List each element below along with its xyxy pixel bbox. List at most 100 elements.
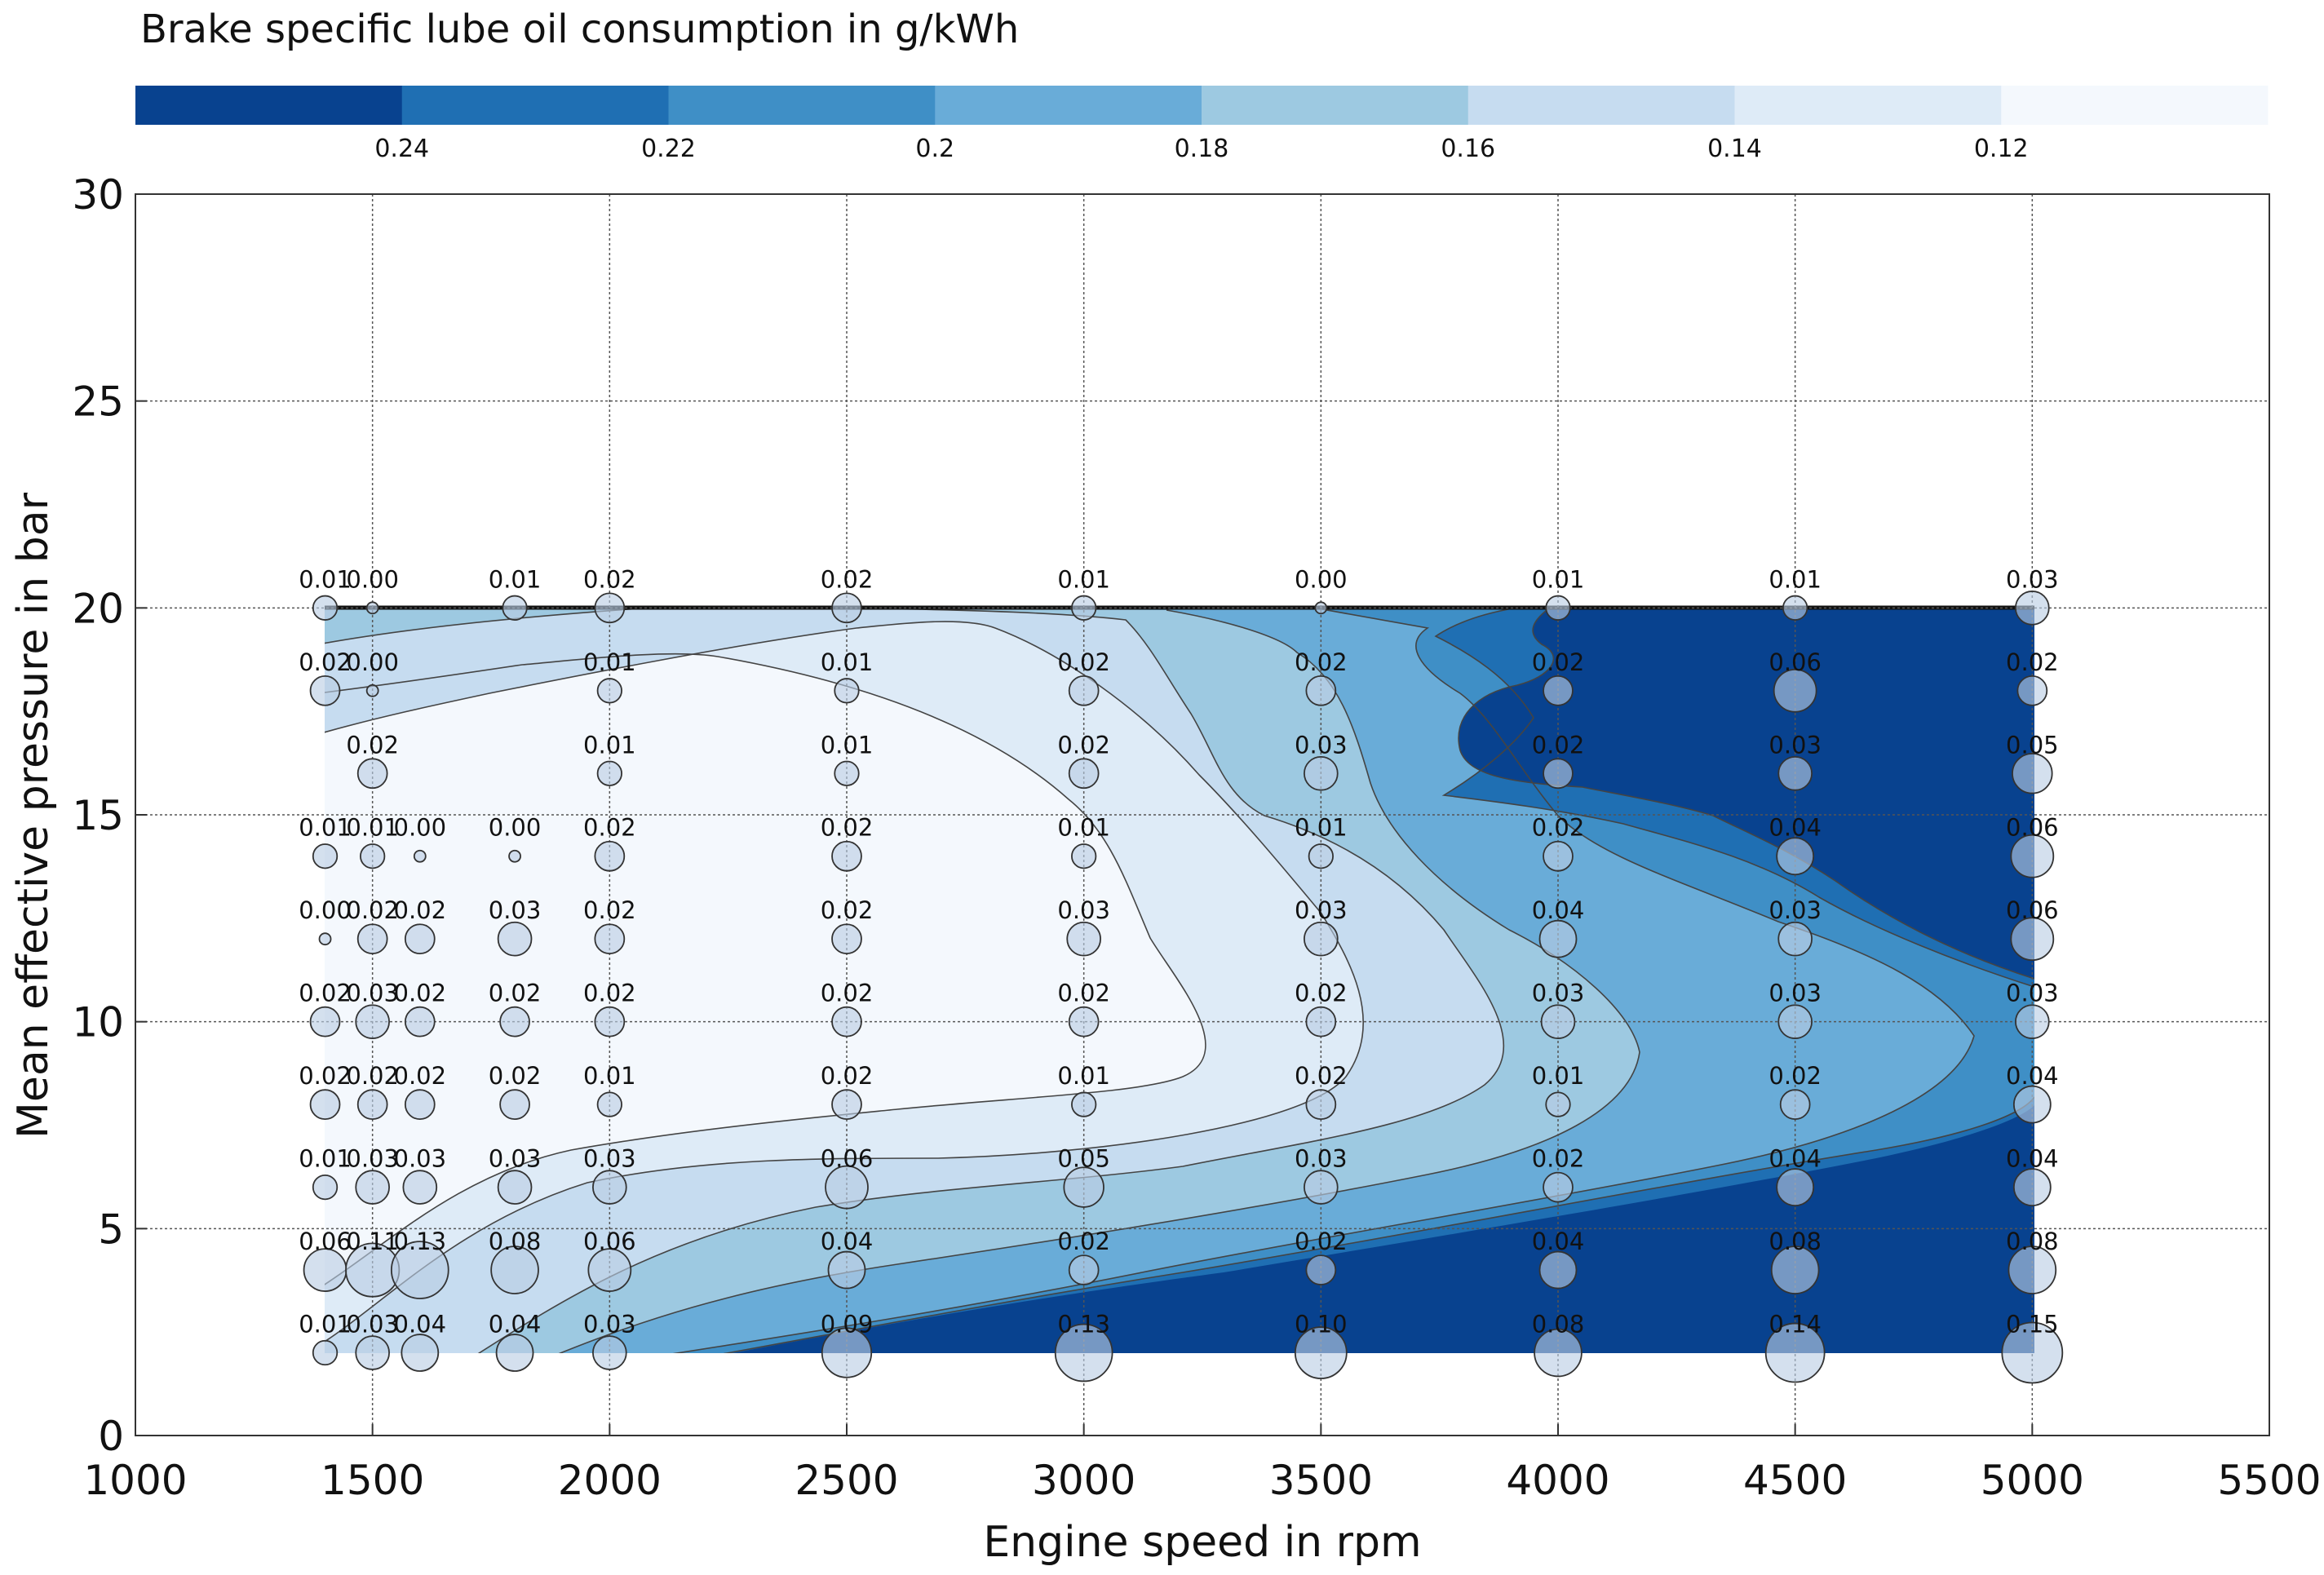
- bubble-value-label: 0.02: [1295, 1062, 1348, 1090]
- bubble-value-label: 0.02: [1057, 731, 1110, 759]
- bubble-point: [831, 592, 862, 624]
- bubble-point: [360, 843, 386, 869]
- y-tick-label: 15: [72, 792, 124, 839]
- colorbar: [135, 86, 2269, 125]
- bubble-point: [1777, 1004, 1813, 1039]
- bubble-point: [355, 1170, 390, 1205]
- bubble-point: [2012, 753, 2053, 794]
- bubble-point: [1777, 921, 1813, 957]
- bubble-value-label: 0.02: [583, 896, 636, 924]
- x-tick-label: 1500: [321, 1457, 424, 1504]
- bubble-value-label: 0.03: [346, 1145, 399, 1173]
- bubble-point: [1776, 837, 1815, 876]
- bubble-point: [390, 1241, 449, 1299]
- bubble-point: [587, 1248, 632, 1292]
- bubble-point: [2015, 1004, 2050, 1039]
- x-axis-ticks: 1000 1500 2000 2500 3000 3500 4000 4500 5000 5500: [83, 1424, 2322, 1504]
- bubble-value-label: 0.05: [2006, 731, 2059, 759]
- bubble-value-label: 0.01: [489, 565, 542, 593]
- bubble-value-label: 0.02: [2006, 648, 2059, 676]
- bubble-value-label: 0.02: [583, 980, 636, 1007]
- bubble-point: [309, 1089, 341, 1120]
- bubble-value-label: 0.01: [1057, 1062, 1110, 1090]
- bubble-point: [1545, 595, 1571, 621]
- bubble-value-label: 0.02: [489, 1062, 542, 1090]
- bubble-value-label: 0.03: [489, 1145, 542, 1173]
- colorbar-segment: [668, 86, 936, 125]
- bubble-value-label: 0.02: [1532, 731, 1585, 759]
- bubble-point: [497, 921, 533, 957]
- x-tick-label: 1000: [83, 1457, 187, 1504]
- bubble-point: [2012, 1168, 2052, 1206]
- bubble-point: [2015, 591, 2050, 626]
- y-axis-ticks: 0 5 10 15 20 25 30: [72, 171, 147, 1460]
- y-tick-label: 20: [72, 585, 124, 632]
- x-tick-label: 5000: [1981, 1457, 2084, 1504]
- bubble-point: [594, 592, 626, 624]
- bubble-point: [1305, 1006, 1337, 1037]
- bubble-value-label: 0.02: [346, 896, 399, 924]
- colorbar-tick-label: 0.18: [1175, 135, 1229, 163]
- bubble-point: [1304, 921, 1339, 957]
- bubble-value-label: 0.04: [1532, 896, 1585, 924]
- bubble-value-label: 0.04: [1768, 814, 1822, 842]
- y-axis-label: Mean effective pressure in bar: [9, 492, 58, 1139]
- bubble-point: [1071, 1091, 1097, 1117]
- colorbar-ticks: 0.24 0.22 0.2 0.18 0.16 0.14 0.12: [374, 135, 2028, 163]
- bubble-value-label: 0.02: [299, 980, 352, 1007]
- bubble-point: [1764, 1322, 1826, 1383]
- bubble-point: [1773, 668, 1817, 713]
- contour-line-0.22: [723, 608, 2034, 1353]
- colorbar-segment: [135, 86, 403, 125]
- bubble-point: [401, 1334, 440, 1372]
- bubble-point: [831, 840, 862, 872]
- bubble-value-label: 0.03: [1057, 896, 1110, 924]
- bubble-point: [508, 849, 521, 863]
- bubble-value-label: 0.01: [299, 1145, 352, 1173]
- bubble-value-label: 0.05: [1057, 1145, 1110, 1173]
- bubble-point: [596, 678, 622, 704]
- bubble-value-label: 0.02: [1057, 980, 1110, 1007]
- bubble-value-label: 0.04: [2006, 1062, 2059, 1090]
- bubble-point: [2007, 1245, 2057, 1294]
- bubble-point: [497, 1170, 533, 1205]
- bubble-point: [490, 1245, 539, 1294]
- bubble-value-label: 0.00: [346, 648, 399, 676]
- bubble-value-label: 0.04: [1768, 1145, 1822, 1173]
- bubble-value-label: 0.01: [1295, 814, 1348, 842]
- bubble-value-label: 0.00: [394, 814, 447, 842]
- bubble-point: [831, 1089, 862, 1120]
- bubble-point: [356, 923, 388, 955]
- bubble-value-label: 0.02: [1768, 1062, 1822, 1090]
- bubble-value-label: 0.01: [1768, 565, 1822, 593]
- bubble-value-label: 0.06: [583, 1228, 636, 1255]
- bubble-point: [1294, 1326, 1348, 1379]
- bubble-value-label: 0.03: [346, 980, 399, 1007]
- colorbar-tick-label: 0.2: [915, 135, 954, 163]
- bubble-value-label: 0.03: [1295, 896, 1348, 924]
- bubble-value-label: 0.03: [583, 1145, 636, 1173]
- bubble-value-label: 0.14: [1768, 1311, 1822, 1338]
- colorbar-tick-label: 0.16: [1441, 135, 1495, 163]
- bubble-point: [1534, 1328, 1583, 1378]
- bubble-point: [1066, 921, 1101, 957]
- bubble-value-label: 0.04: [2006, 1145, 2059, 1173]
- bubble-point: [592, 1335, 627, 1370]
- bubble-value-label: 0.03: [1295, 1145, 1348, 1173]
- bubble-point: [1068, 1254, 1100, 1285]
- contour-line-0.14: [325, 621, 1365, 1343]
- bubble-point: [318, 932, 332, 946]
- bubble-value-label: 0.09: [821, 1311, 874, 1338]
- bubble-value-label: 0.01: [821, 731, 874, 759]
- colorbar-segment: [1467, 86, 1735, 125]
- bubble-value-label: 0.02: [1532, 1145, 1585, 1173]
- bubble-point: [1545, 1091, 1571, 1117]
- bubble-value-label: 0.01: [1532, 565, 1585, 593]
- bubble-value-label: 0.06: [821, 1145, 874, 1173]
- bubble-point: [355, 1004, 390, 1039]
- contour-line-0.24: [1458, 608, 2034, 980]
- bubble-point: [404, 1006, 436, 1037]
- bubble-point: [2010, 917, 2055, 962]
- contour-line-0.12: [325, 653, 1206, 1285]
- bubble-value-label: 0.03: [1768, 896, 1822, 924]
